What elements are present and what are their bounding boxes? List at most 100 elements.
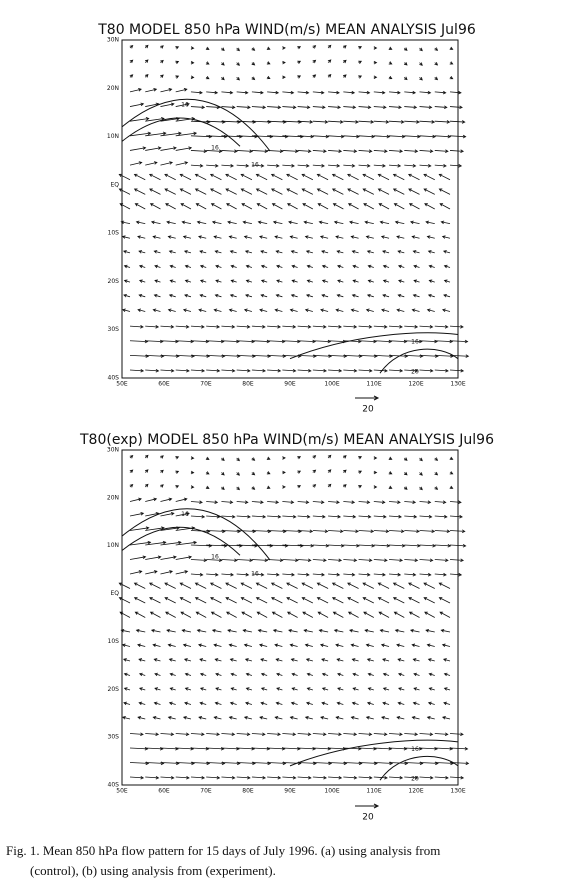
wind-vector xyxy=(184,264,192,269)
wind-vector xyxy=(144,454,149,459)
wind-vector xyxy=(251,149,269,153)
wind-vector xyxy=(336,701,344,706)
wind-vector xyxy=(305,658,313,662)
wind-vector xyxy=(404,775,419,780)
wind-vector xyxy=(312,469,317,474)
wind-vector xyxy=(297,558,312,563)
wind-vector xyxy=(328,325,342,329)
wind-vector xyxy=(120,220,131,225)
wind-vector xyxy=(251,61,256,66)
wind-vector xyxy=(358,543,376,548)
wind-vector xyxy=(373,558,388,563)
wind-vector xyxy=(286,188,298,195)
wind-vector xyxy=(394,628,405,633)
wind-vector xyxy=(221,149,238,153)
wind-vector xyxy=(169,687,176,691)
wind-vector xyxy=(226,611,237,618)
wind-vector xyxy=(434,76,439,81)
wind-vector xyxy=(289,643,298,648)
wind-vector xyxy=(184,672,192,677)
wind-vector xyxy=(230,264,237,269)
wind-vector xyxy=(221,62,225,66)
wind-vector xyxy=(153,701,161,706)
wind-vector xyxy=(164,188,176,195)
wind-vector xyxy=(205,456,210,460)
wind-vector xyxy=(312,572,325,577)
wind-vector xyxy=(121,235,131,239)
wind-vector xyxy=(260,701,268,706)
wind-vector xyxy=(424,203,435,210)
wind-vector xyxy=(449,105,463,110)
wind-vector xyxy=(434,471,439,476)
wind-vector xyxy=(419,572,432,577)
wind-vector xyxy=(335,235,344,239)
wind-vector xyxy=(297,485,302,489)
wind-vector xyxy=(175,325,190,329)
wind-vector xyxy=(229,250,237,254)
wind-vector xyxy=(225,188,237,195)
wind-vector xyxy=(286,597,298,604)
wind-vector xyxy=(343,164,356,168)
wind-vector xyxy=(271,611,283,618)
wind-vector xyxy=(358,149,373,153)
wind-vector xyxy=(123,279,131,283)
wind-vector xyxy=(343,558,358,563)
wind-vector xyxy=(214,658,222,662)
wind-vector xyxy=(343,74,347,78)
wind-vector xyxy=(377,582,390,589)
wind-vector xyxy=(182,643,192,648)
wind-vector xyxy=(165,203,176,210)
wind-vector xyxy=(411,235,420,239)
wind-vector xyxy=(206,325,221,329)
lat-label: 10N xyxy=(107,133,119,140)
wind-vector xyxy=(214,293,222,298)
wind-vector xyxy=(199,250,207,254)
lon-label: 110E xyxy=(366,381,381,388)
wind-vector xyxy=(145,732,160,737)
wind-vector xyxy=(412,293,420,298)
wind-vector xyxy=(190,775,206,780)
wind-vector xyxy=(321,672,329,677)
wind-vector xyxy=(190,164,204,168)
contour-label: 16 xyxy=(411,339,419,346)
wind-vector xyxy=(423,597,435,604)
lon-label: 120E xyxy=(408,381,423,388)
wind-vector xyxy=(358,120,375,124)
wind-vector xyxy=(389,514,402,519)
wind-vector xyxy=(434,543,452,548)
lon-label: 80E xyxy=(242,788,254,795)
wind-vector xyxy=(199,293,207,298)
wind-vector xyxy=(449,368,465,373)
wind-vector xyxy=(251,105,267,110)
wind-vector xyxy=(194,582,207,589)
wind-vector xyxy=(153,293,161,298)
wind-vector xyxy=(236,514,251,519)
wind-vector xyxy=(236,558,254,563)
wind-vector xyxy=(434,558,449,563)
lat-label: 40S xyxy=(108,375,120,382)
wind-vector xyxy=(343,59,347,64)
wind-vector xyxy=(381,308,390,312)
wind-vector xyxy=(411,643,420,648)
wind-vector xyxy=(167,235,176,239)
wind-vector xyxy=(145,131,167,137)
wind-vector xyxy=(439,203,451,210)
wind-vector xyxy=(245,701,253,706)
wind-vector xyxy=(312,164,325,168)
wind-vector xyxy=(403,471,408,476)
lat-label: 30S xyxy=(108,734,120,741)
wind-vector xyxy=(267,325,282,329)
wind-vector xyxy=(260,250,268,254)
wind-vector xyxy=(260,687,268,691)
wind-vector xyxy=(389,558,404,563)
wind-vector xyxy=(221,76,225,81)
wind-vector xyxy=(282,470,286,475)
wind-vector xyxy=(301,173,314,181)
wind-vector xyxy=(321,250,329,254)
wind-vector xyxy=(240,597,253,604)
wind-vector xyxy=(256,611,268,618)
wind-vector xyxy=(365,643,374,648)
wind-vector xyxy=(352,672,359,677)
wind-vector xyxy=(328,500,340,504)
wind-vector xyxy=(358,572,371,577)
